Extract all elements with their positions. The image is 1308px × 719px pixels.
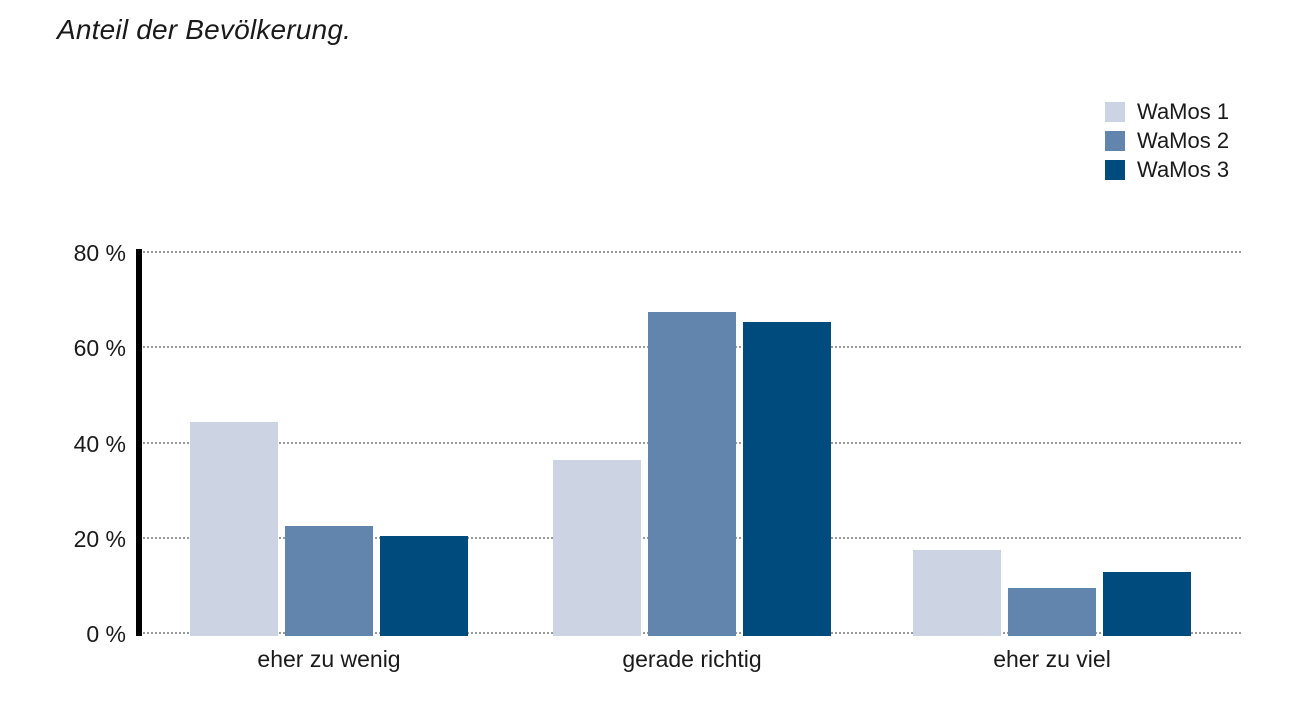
legend-item-wamos-2: WaMos 2 bbox=[1105, 126, 1229, 155]
bar-wamos-2 bbox=[648, 312, 736, 636]
y-tick-label-0: 0 % bbox=[86, 621, 126, 647]
legend-label: WaMos 2 bbox=[1137, 127, 1230, 153]
category-label-2: gerade richtig bbox=[622, 646, 762, 672]
legend-swatch-icon bbox=[1105, 101, 1125, 122]
y-tick-label-40: 40 % bbox=[73, 430, 126, 457]
bar-wamos-3 bbox=[743, 321, 831, 636]
bar-wamos-3 bbox=[1103, 571, 1191, 636]
bar-wamos-2 bbox=[1008, 588, 1096, 636]
bar-group-2 bbox=[553, 312, 831, 636]
bar-wamos-1 bbox=[913, 550, 1001, 636]
category-label-1: eher zu wenig bbox=[257, 646, 401, 672]
legend-item-wamos-1: WaMos 1 bbox=[1105, 97, 1229, 126]
bar-wamos-1 bbox=[553, 459, 641, 636]
legend: WaMos 1 WaMos 2 WaMos 3 bbox=[1105, 97, 1229, 184]
plot-area: 0 % 20 % 40 % 60 % 80 % eher zu wenig gerade r… bbox=[74, 240, 1241, 672]
bar-wamos-1 bbox=[190, 421, 278, 636]
legend-swatch-icon bbox=[1105, 159, 1125, 180]
bar-group-3 bbox=[913, 550, 1191, 636]
legend-swatch-icon bbox=[1105, 130, 1125, 151]
bar-wamos-2 bbox=[285, 526, 373, 636]
bar-group-1 bbox=[190, 421, 468, 636]
legend-label: WaMos 3 bbox=[1137, 156, 1230, 182]
bar-wamos-3 bbox=[380, 536, 468, 636]
chart-title: Anteil der Bevölkerung. bbox=[57, 14, 352, 45]
y-axis-line bbox=[136, 249, 142, 636]
y-tick-label-20: 20 % bbox=[73, 525, 126, 552]
category-label-3: eher zu viel bbox=[993, 646, 1111, 672]
legend-item-wamos-3: WaMos 3 bbox=[1105, 155, 1229, 184]
gridline-80 bbox=[143, 251, 1241, 253]
y-tick-label-60: 60 % bbox=[73, 335, 126, 362]
legend-label: WaMos 1 bbox=[1137, 98, 1230, 124]
y-tick-label-80: 80 % bbox=[73, 240, 126, 266]
